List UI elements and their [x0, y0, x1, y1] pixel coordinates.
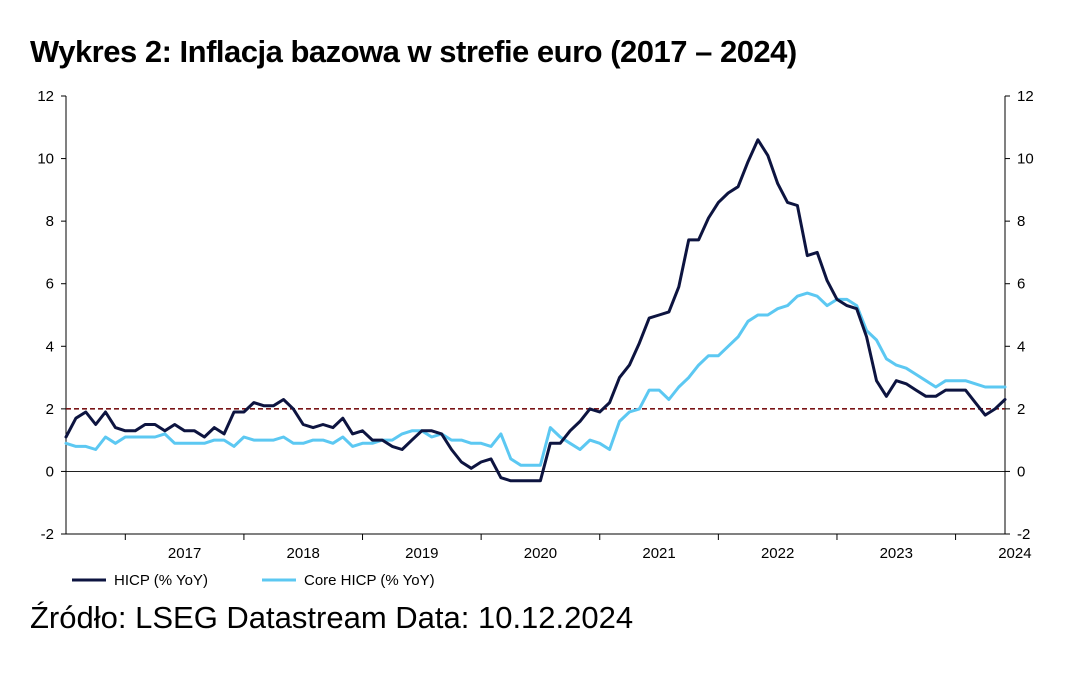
y-tick-label-right: 2: [1017, 401, 1025, 418]
x-tick-label: 2017: [168, 545, 201, 562]
y-tick-label-right: 12: [1017, 88, 1034, 105]
chart-title: Wykres 2: Inflacja bazowa w strefie euro…: [30, 34, 797, 69]
x-tick-label: 2023: [880, 545, 913, 562]
y-tick-label-right: 4: [1017, 338, 1025, 355]
legend-label-hicp: HICP (% YoY): [114, 572, 208, 589]
y-tick-label-right: 0: [1017, 463, 1025, 480]
y-tick-label-left: 4: [46, 338, 54, 355]
y-tick-label-left: 0: [46, 463, 54, 480]
y-tick-label-left: 2: [46, 401, 54, 418]
y-tick-label-left: 6: [46, 276, 54, 293]
legend: HICP (% YoY) Core HICP (% YoY): [72, 572, 435, 589]
y-tick-label-right: 6: [1017, 276, 1025, 293]
series-lines: [64, 138, 1007, 483]
y-tick-label-right: 8: [1017, 213, 1025, 230]
x-tick-label: 2021: [642, 545, 675, 562]
x-tick-label: 2022: [761, 545, 794, 562]
y-tick-label-left: -2: [41, 526, 54, 543]
y-tick-label-right: 10: [1017, 151, 1034, 168]
x-tick-label: 2020: [524, 545, 557, 562]
legend-label-core-hicp: Core HICP (% YoY): [304, 572, 435, 589]
series-line-core-hicp: [64, 291, 1007, 467]
source-note: Źródło: LSEG Datastream Data: 10.12.2024: [30, 600, 634, 635]
chart: -2 -2 0 0 2 2 4 4 6 6 8 8 10 10 12 12 2017 2018 2019 2020 20…: [37, 88, 1033, 589]
y-tick-label-left: 8: [46, 213, 54, 230]
axes: -2 -2 0 0 2 2 4 4 6 6 8 8 10 10 12 12 2017 2018 2019 2020 20…: [37, 88, 1033, 562]
y-tick-label-left: 12: [37, 88, 54, 105]
series-line-hicp: [64, 138, 1007, 483]
y-tick-label-left: 10: [37, 151, 54, 168]
y-tick-label-right: -2: [1017, 526, 1030, 543]
x-tick-label: 2019: [405, 545, 438, 562]
x-tick-label: 2024: [998, 545, 1031, 562]
x-tick-label: 2018: [287, 545, 320, 562]
